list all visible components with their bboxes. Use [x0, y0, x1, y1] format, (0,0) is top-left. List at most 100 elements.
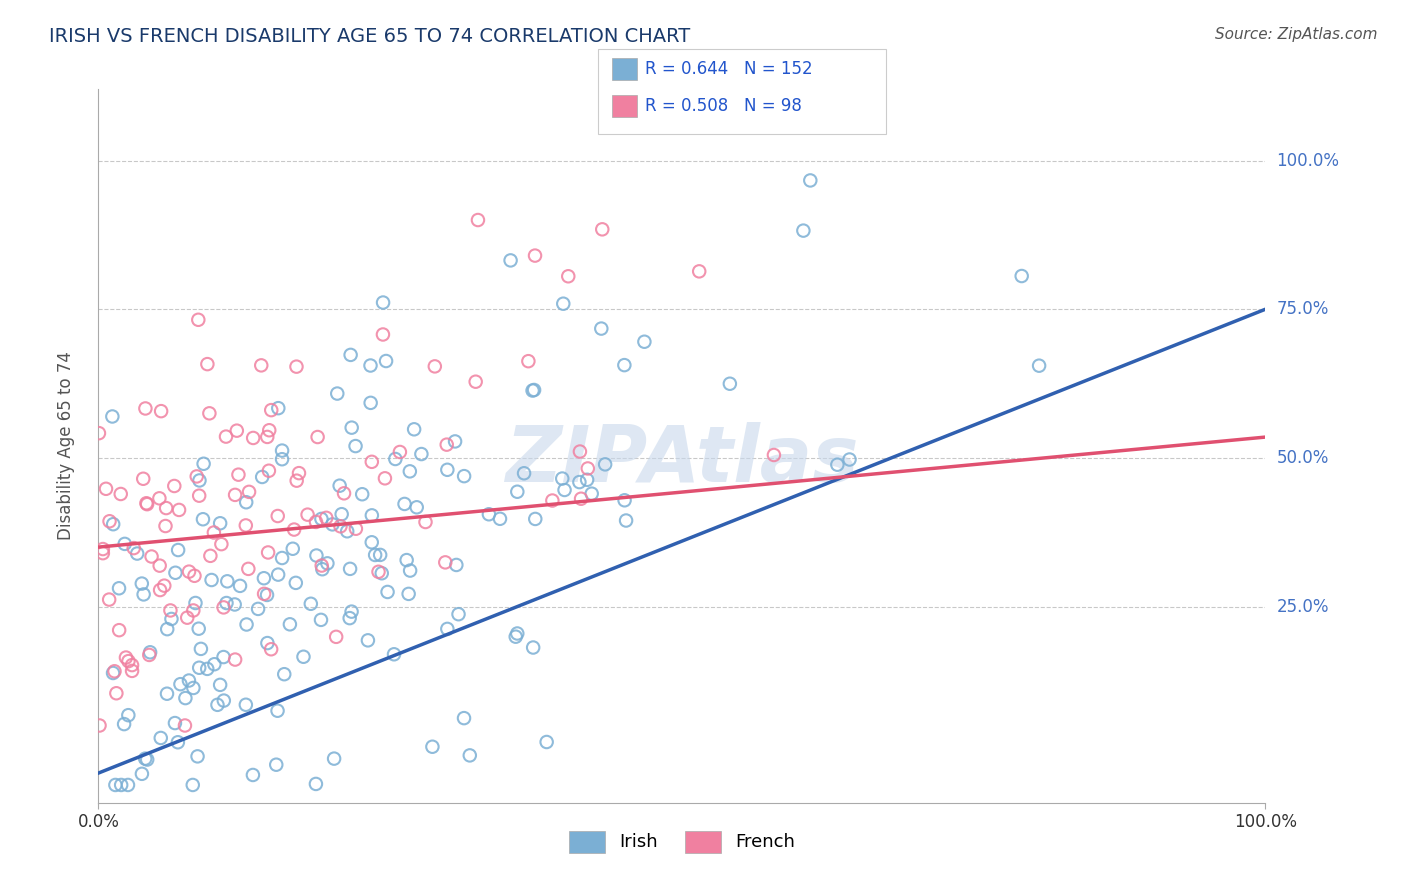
- Point: [394, 497, 416, 511]
- Point: [163, 479, 186, 493]
- Point: [398, 464, 420, 478]
- Point: [333, 486, 356, 500]
- Point: [235, 617, 257, 632]
- Point: [94, 482, 117, 496]
- Point: [360, 535, 382, 549]
- Point: [374, 471, 396, 485]
- Point: [163, 716, 186, 731]
- Point: [209, 678, 232, 692]
- Point: [207, 698, 229, 712]
- Point: [174, 691, 197, 706]
- Point: [523, 383, 546, 397]
- Point: [148, 491, 170, 506]
- Point: [256, 588, 278, 602]
- Point: [156, 622, 179, 636]
- Point: [371, 327, 394, 342]
- Point: [505, 630, 527, 644]
- Point: [167, 503, 190, 517]
- Point: [224, 488, 246, 502]
- Point: [176, 610, 198, 624]
- Point: [256, 636, 278, 650]
- Point: [371, 295, 394, 310]
- Point: [114, 537, 136, 551]
- Point: [613, 493, 636, 508]
- Point: [212, 650, 235, 665]
- Point: [110, 487, 132, 501]
- Point: [447, 607, 470, 622]
- Point: [305, 549, 328, 563]
- Text: IRISH VS FRENCH DISABILITY AGE 65 TO 74 CORRELATION CHART: IRISH VS FRENCH DISABILITY AGE 65 TO 74 …: [49, 27, 690, 45]
- Point: [581, 486, 603, 500]
- Point: [633, 334, 655, 349]
- Point: [250, 359, 273, 373]
- Point: [524, 512, 547, 526]
- Point: [309, 613, 332, 627]
- Point: [292, 649, 315, 664]
- Point: [198, 406, 221, 420]
- Point: [569, 491, 592, 506]
- Point: [593, 458, 616, 472]
- Point: [285, 359, 308, 374]
- Point: [285, 474, 308, 488]
- Point: [149, 558, 172, 573]
- Point: [344, 522, 367, 536]
- Point: [405, 500, 427, 515]
- Point: [1011, 268, 1033, 283]
- Point: [311, 512, 333, 526]
- Text: 100.0%: 100.0%: [1277, 152, 1340, 169]
- Point: [103, 517, 125, 532]
- Point: [281, 541, 304, 556]
- Point: [368, 548, 391, 562]
- Point: [329, 519, 352, 533]
- Point: [195, 662, 218, 676]
- Point: [364, 548, 387, 562]
- Point: [688, 264, 710, 278]
- Point: [395, 553, 418, 567]
- Point: [838, 452, 860, 467]
- Point: [193, 457, 215, 471]
- Point: [188, 661, 211, 675]
- Point: [398, 587, 420, 601]
- Point: [224, 598, 246, 612]
- Text: R = 0.508   N = 98: R = 0.508 N = 98: [645, 97, 803, 115]
- Point: [224, 652, 246, 666]
- Point: [478, 508, 501, 522]
- Point: [167, 735, 190, 749]
- Point: [360, 396, 382, 410]
- Point: [139, 645, 162, 659]
- Point: [591, 321, 613, 335]
- Point: [136, 497, 159, 511]
- Point: [271, 443, 294, 458]
- Point: [404, 422, 426, 436]
- Point: [267, 567, 290, 582]
- Point: [436, 437, 458, 451]
- Point: [257, 545, 280, 559]
- Point: [375, 354, 398, 368]
- Point: [209, 537, 232, 551]
- Point: [112, 717, 135, 731]
- Point: [132, 587, 155, 601]
- Point: [108, 581, 131, 595]
- Point: [267, 508, 290, 523]
- Point: [453, 711, 475, 725]
- Point: [271, 551, 294, 566]
- Point: [568, 444, 591, 458]
- Point: [105, 686, 128, 700]
- Point: [260, 642, 283, 657]
- Point: [315, 511, 337, 525]
- Point: [330, 507, 353, 521]
- Point: [323, 751, 346, 765]
- Point: [235, 495, 257, 509]
- Point: [89, 718, 111, 732]
- Point: [321, 517, 343, 532]
- Point: [108, 623, 131, 637]
- Point: [388, 445, 411, 459]
- Point: [202, 657, 225, 672]
- Point: [499, 253, 522, 268]
- Point: [209, 516, 232, 531]
- Point: [522, 640, 544, 655]
- Point: [174, 718, 197, 732]
- Point: [150, 404, 173, 418]
- Point: [202, 525, 225, 540]
- Point: [336, 524, 359, 539]
